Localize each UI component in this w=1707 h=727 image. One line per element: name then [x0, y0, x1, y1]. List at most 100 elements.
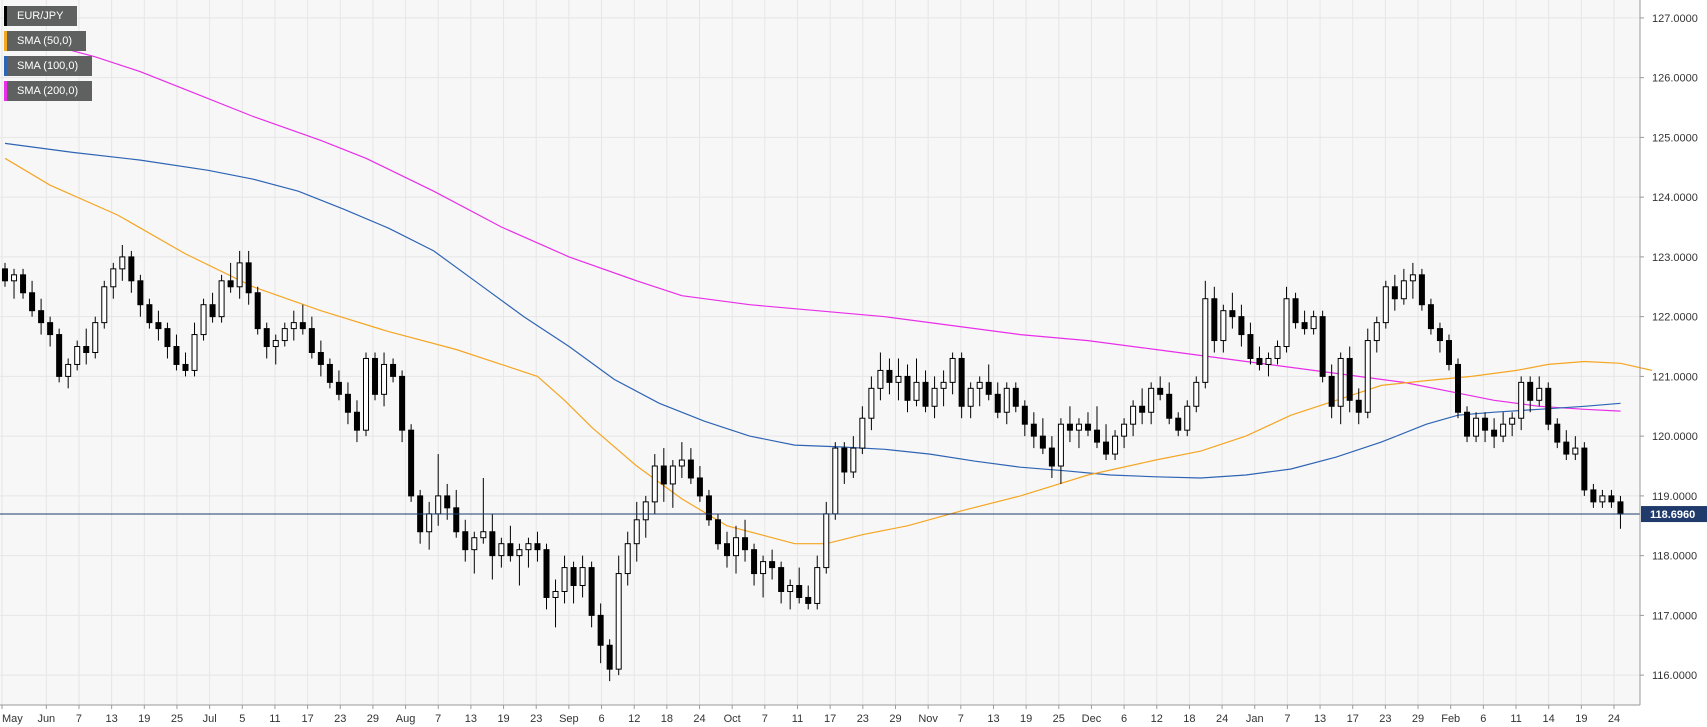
candle-body [344, 393, 351, 413]
x-tick-label: 18 [1183, 713, 1195, 725]
candle-body [832, 447, 839, 515]
sma-200-line [4, 35, 1621, 412]
x-tick-label: Jun [37, 713, 55, 725]
candle-body [940, 381, 947, 389]
candle-body [11, 274, 18, 282]
candle-body [552, 590, 559, 598]
candle-body [1184, 405, 1191, 431]
candle [381, 352, 388, 407]
x-tick-label: 12 [628, 713, 640, 725]
x-tick-label: 6 [1480, 713, 1486, 725]
candle [1310, 310, 1317, 335]
candle-body [498, 543, 505, 557]
x-tick-label: 13 [1314, 713, 1326, 725]
candle [1500, 412, 1507, 443]
candle [516, 543, 523, 586]
candle [769, 549, 776, 580]
candle-body [1148, 387, 1155, 413]
candle [1455, 358, 1462, 419]
candle [20, 268, 27, 299]
candle-body [1382, 286, 1389, 324]
candle-body [1292, 298, 1299, 324]
candle [1400, 268, 1407, 305]
candle [886, 358, 893, 395]
candle [696, 466, 703, 502]
candle-body [588, 567, 595, 616]
candle [877, 352, 884, 401]
candle-body [796, 585, 803, 598]
candle [507, 525, 514, 562]
candle-body [687, 459, 694, 479]
x-tick-label: 11 [792, 713, 803, 725]
candle-body [678, 459, 685, 467]
candle-body [1256, 357, 1263, 365]
candle [1283, 286, 1290, 353]
candle-body [615, 573, 622, 670]
candle-body [1436, 328, 1443, 342]
candle-body [1066, 423, 1073, 431]
candle-body [200, 304, 207, 336]
candle [1130, 400, 1137, 437]
candle-body [751, 549, 758, 575]
candle [1193, 376, 1200, 413]
legend-item-sma200[interactable]: SMA (200,0) [4, 81, 93, 101]
legend-item-eurjpy[interactable]: EUR/JPY [4, 6, 92, 26]
candle [56, 328, 63, 383]
candle [1491, 418, 1498, 449]
candle-body [1509, 417, 1516, 425]
candle [1075, 418, 1082, 449]
candle-body [56, 334, 63, 377]
candle [2, 262, 8, 287]
candle-body [173, 346, 180, 365]
candle-body [137, 280, 144, 306]
x-tick-label: 25 [1053, 713, 1065, 725]
candle [200, 298, 207, 341]
candle [579, 555, 586, 598]
price-tag [1641, 506, 1707, 523]
candle-body [128, 256, 135, 282]
candle-body [1157, 387, 1164, 395]
y-tick-label: 127.0000 [1652, 13, 1698, 25]
candle [660, 448, 667, 502]
x-tick-label: Aug [396, 713, 416, 725]
candle [1274, 340, 1281, 365]
x-tick-label: Oct [724, 713, 741, 725]
candle-body [453, 507, 460, 533]
candle-body [1464, 411, 1471, 437]
candle [335, 370, 342, 401]
candle-body [787, 585, 794, 592]
candle [642, 495, 649, 538]
legend-item-sma50[interactable]: SMA (50,0) [4, 31, 92, 51]
x-tick-label: 13 [465, 713, 477, 725]
candle [633, 501, 640, 562]
candle-body [110, 268, 117, 288]
candle [83, 328, 90, 365]
candle [669, 460, 676, 508]
candle [290, 310, 297, 341]
candle-body [507, 543, 514, 557]
x-tick-label: Sep [559, 713, 579, 725]
candle-body [651, 465, 658, 503]
candle-body [426, 513, 433, 533]
candle [922, 370, 929, 413]
candle [471, 531, 478, 574]
candle-body [182, 363, 189, 371]
candle-body [164, 328, 171, 348]
candle [742, 519, 749, 562]
candle-body [606, 644, 613, 670]
candle [128, 250, 135, 293]
candle [1247, 322, 1254, 365]
candle [110, 262, 117, 299]
candle-body [1536, 387, 1543, 401]
candle [308, 316, 315, 359]
candle [353, 400, 360, 443]
legend-item-sma100[interactable]: SMA (100,0) [4, 56, 93, 76]
x-tick-label: 17 [1347, 713, 1359, 725]
candle [1536, 376, 1543, 407]
candle [796, 567, 803, 604]
candle [525, 537, 532, 568]
candle-body [1554, 423, 1561, 443]
candle [182, 352, 189, 377]
legend-label: SMA (50,0) [7, 31, 87, 51]
candle-body [20, 274, 27, 294]
